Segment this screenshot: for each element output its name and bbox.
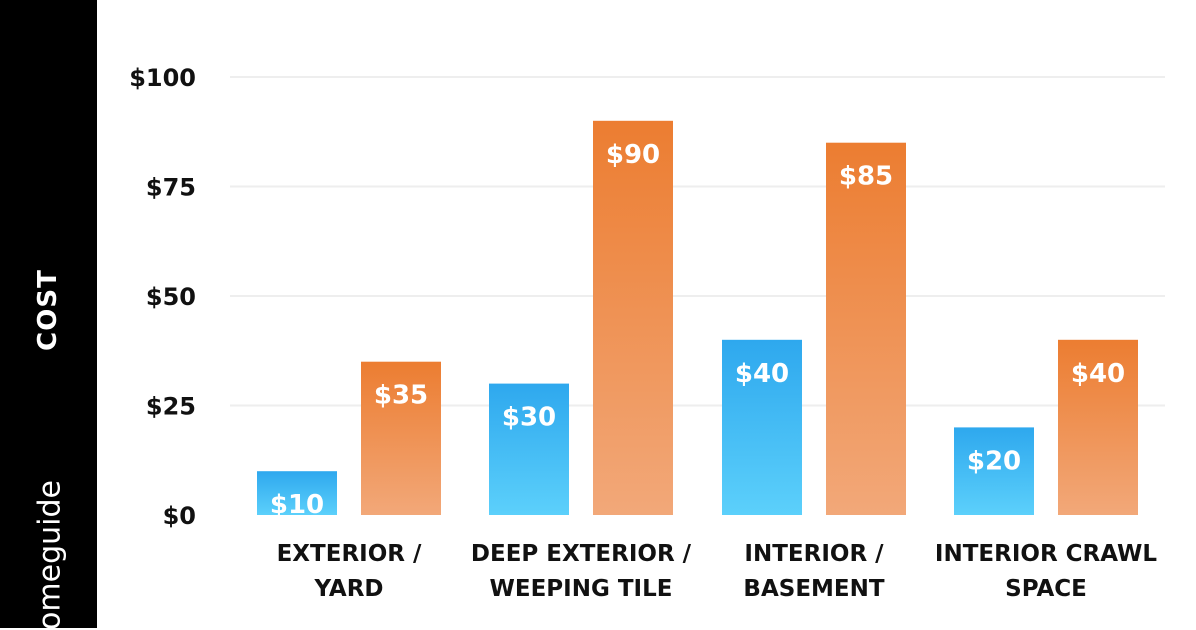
x-category-label: BASEMENT <box>743 576 884 602</box>
x-category-label: INTERIOR / <box>744 541 884 567</box>
bar-value-label: $35 <box>374 381 428 411</box>
y-tick-label: $25 <box>146 393 196 421</box>
side-band: COST omeguide <box>0 0 97 630</box>
bar-value-label: $20 <box>967 446 1021 476</box>
bar <box>722 339 802 515</box>
x-category-label: EXTERIOR / <box>277 541 422 567</box>
x-category-label: SPACE <box>1005 576 1087 602</box>
bar <box>361 361 441 515</box>
bar <box>593 120 673 516</box>
bar <box>257 471 337 515</box>
bar-value-label: $30 <box>502 403 556 433</box>
bar-value-label: $40 <box>1071 359 1125 389</box>
bar <box>954 427 1034 515</box>
y-tick-label: $0 <box>163 502 196 530</box>
bar <box>1058 339 1138 515</box>
y-tick-label: $75 <box>146 174 196 202</box>
x-category-label: DEEP EXTERIOR / <box>471 541 692 567</box>
bar-value-label: $90 <box>606 140 660 170</box>
y-tick-label: $100 <box>129 64 196 92</box>
bar <box>826 142 906 515</box>
x-category-label: YARD <box>313 576 383 602</box>
bar-value-label: $40 <box>735 359 789 389</box>
x-category-label: INTERIOR CRAWL <box>935 541 1157 567</box>
bar-value-label: $10 <box>270 490 324 520</box>
bar <box>489 383 569 515</box>
x-category-label: WEEPING TILE <box>490 576 673 602</box>
bar-value-label: $85 <box>839 162 893 192</box>
y-tick-label: $50 <box>146 283 196 311</box>
